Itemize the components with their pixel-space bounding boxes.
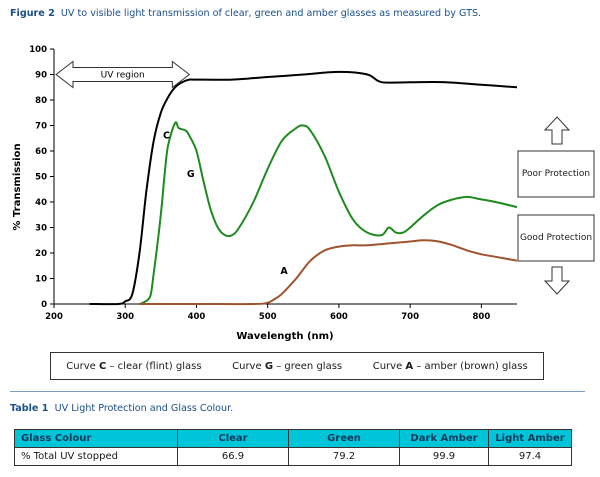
x-tick-label: 500 [259,312,277,322]
y-tick-label: 40 [35,198,47,208]
x-tick-label: 600 [330,312,348,322]
uv-protection-table: Glass Colour Clear Green Dark Amber Ligh… [14,429,572,466]
y-tick-label: 70 [35,122,47,132]
y-tick-label: 30 [35,224,47,234]
protection-indicator: Poor Protection Good Protection [517,116,595,295]
y-axis-label: % Transmission [12,143,23,230]
y-tick-label: 80 [35,96,47,106]
table-label: Table 1 [10,403,49,414]
legend-item-c: Curve C – clear (flint) glass [66,360,202,372]
y-tick-label: 10 [35,275,47,285]
cell-dark-amber: 99.9 [399,447,489,466]
y-tick-label: 60 [35,147,47,157]
y-ticks: 0 10 20 30 40 50 60 70 80 90 100 [29,45,54,310]
chart-legend: Curve C – clear (flint) glass Curve G – … [50,352,544,380]
header-dark-amber: Dark Amber [399,429,489,448]
x-tick-label: 200 [45,312,63,322]
figure-caption: Figure 2 UV to visible light transmissio… [10,8,481,19]
legend-item-g: Curve G – green glass [232,360,343,372]
x-ticks: 200 300 400 500 600 700 800 [45,304,490,322]
x-axis-label: Wavelength (nm) [236,331,333,342]
transmission-chart: 0 10 20 30 40 50 60 70 80 90 100 200 300 400 500 600 70… [12,45,595,342]
uv-region-label: UV region [101,71,145,81]
curve-label-g: G [187,169,195,180]
table-title: UV Light Protection and Glass Colour. [54,403,234,414]
table-row: % Total UV stopped 66.9 79.2 99.9 97.4 [14,447,572,466]
up-arrow-icon [543,116,571,145]
curve-label-a: A [280,266,288,277]
good-protection-box [517,214,595,262]
y-tick-label: 90 [35,71,47,81]
series-line-g [139,121,518,305]
table-header-row: Glass Colour Clear Green Dark Amber Ligh… [14,429,572,448]
y-tick-label: 0 [41,300,47,310]
header-light-amber: Light Amber [488,429,572,448]
header-glass-colour: Glass Colour [14,429,178,448]
x-tick-label: 800 [473,312,491,322]
header-clear: Clear [177,429,289,448]
down-arrow-icon [543,266,571,295]
series-line-a [139,239,518,306]
poor-protection-label: Poor Protection [521,169,591,179]
y-tick-label: 20 [35,249,47,259]
curve-label-c: C [163,131,170,142]
x-tick-label: 300 [116,312,134,322]
legend-item-a: Curve A – amber (brown) glass [372,360,528,372]
header-green: Green [288,429,400,448]
series-group [89,70,518,306]
cell-green: 79.2 [288,447,400,466]
table-caption: Table 1 UV Light Protection and Glass Co… [10,403,233,414]
good-protection-label: Good Protection [519,233,593,243]
cell-clear: 66.9 [177,447,289,466]
row-label: % Total UV stopped [14,447,178,466]
poor-protection-box [517,150,595,198]
figure-label: Figure 2 [10,8,55,19]
y-tick-label: 100 [29,45,47,55]
uv-region-arrow: UV region [55,60,191,89]
cell-light-amber: 97.4 [488,447,572,466]
series-line-c [89,70,518,306]
y-tick-label: 50 [35,173,47,183]
figure-title: UV to visible light transmission of clea… [60,8,482,19]
x-tick-label: 700 [401,312,419,322]
x-tick-label: 400 [188,312,206,322]
section-divider [10,391,585,392]
curve-labels: C G A [163,131,288,277]
